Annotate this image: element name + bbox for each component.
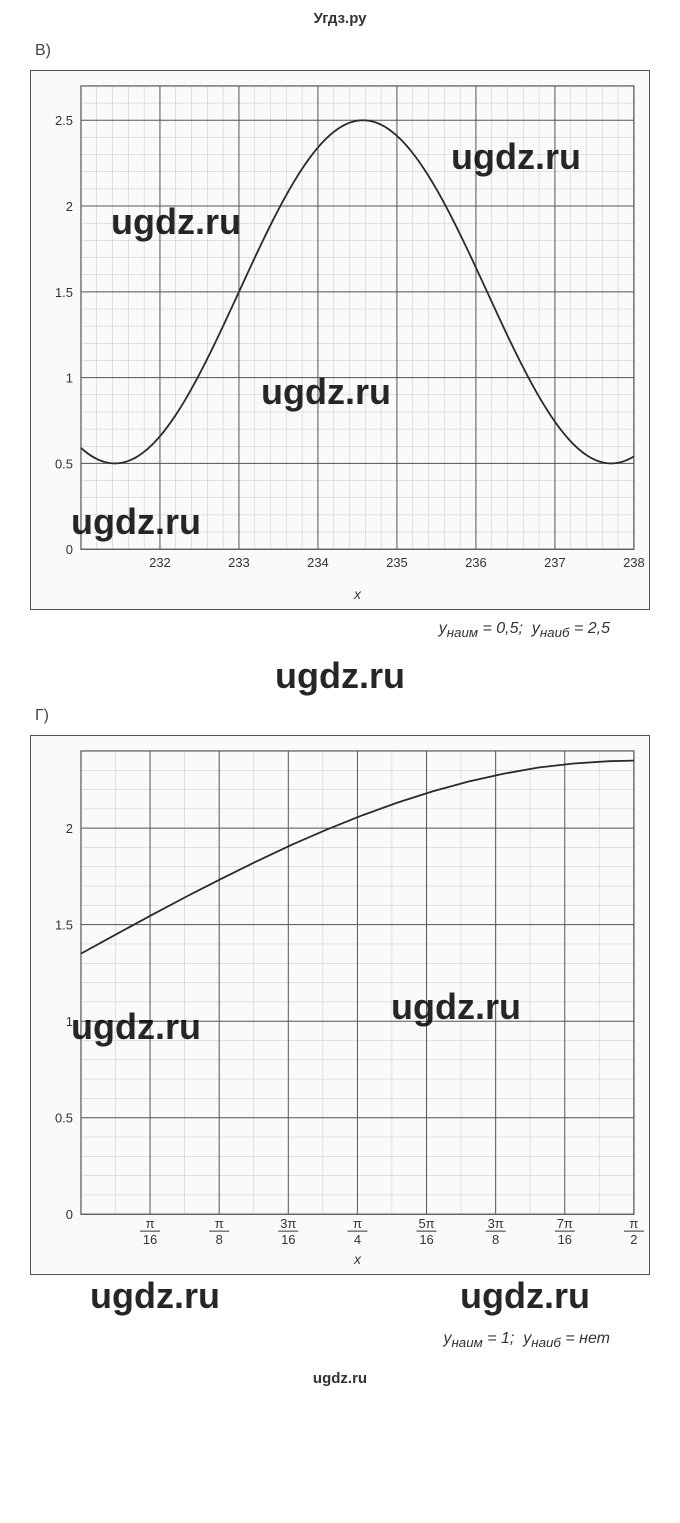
svg-text:5π: 5π — [418, 1216, 434, 1231]
section-label-g: Г) — [35, 707, 660, 725]
chart-g-svg: π16π83π16π45π163π87π16π200.511.52x — [31, 736, 649, 1274]
watermark: ugdz.ru — [90, 1275, 220, 1317]
svg-text:16: 16 — [143, 1232, 157, 1247]
answer-v-min: 0,5 — [496, 620, 518, 637]
svg-text:π: π — [629, 1216, 638, 1231]
svg-text:1.5: 1.5 — [55, 285, 73, 300]
svg-text:2: 2 — [66, 199, 73, 214]
chart-g: π16π83π16π45π163π87π16π200.511.52x ugdz.… — [30, 735, 650, 1275]
svg-text:π: π — [146, 1216, 155, 1231]
svg-text:237: 237 — [544, 555, 566, 570]
svg-text:3π: 3π — [280, 1216, 296, 1231]
page-footer: ugdz.ru — [20, 1370, 660, 1387]
answer-g-max: нет — [579, 1330, 610, 1347]
answer-v: yнаим = 0,5; yнаиб = 2,5 — [20, 620, 610, 640]
svg-text:232: 232 — [149, 555, 171, 570]
watermark: ugdz.ru — [460, 1275, 590, 1317]
svg-text:0.5: 0.5 — [55, 456, 73, 471]
svg-text:1.5: 1.5 — [55, 918, 73, 933]
svg-text:π: π — [353, 1216, 362, 1231]
svg-text:1: 1 — [66, 371, 73, 386]
svg-text:1: 1 — [66, 1014, 73, 1029]
svg-text:0: 0 — [66, 542, 73, 557]
svg-text:π: π — [215, 1216, 224, 1231]
answer-v-max: 2,5 — [588, 620, 610, 637]
svg-text:2: 2 — [66, 821, 73, 836]
svg-text:7π: 7π — [557, 1216, 573, 1231]
svg-text:233: 233 — [228, 555, 250, 570]
svg-text:16: 16 — [281, 1232, 295, 1247]
svg-text:16: 16 — [558, 1232, 572, 1247]
svg-text:2: 2 — [630, 1232, 637, 1247]
svg-text:8: 8 — [492, 1232, 499, 1247]
svg-text:x: x — [353, 1251, 362, 1267]
svg-text:236: 236 — [465, 555, 487, 570]
svg-text:235: 235 — [386, 555, 408, 570]
svg-text:0: 0 — [66, 1207, 73, 1222]
svg-text:4: 4 — [354, 1232, 361, 1247]
watermark-center: ugdz.ru — [20, 655, 660, 697]
chart-v-svg: 232 233 234 235 236 237 238 0 0.5 1 1.5 2 2.5 x — [31, 71, 649, 609]
chart-v: 23223323423523623723800.511.522.5x ugdz.… — [30, 70, 650, 610]
svg-text:8: 8 — [216, 1232, 223, 1247]
svg-text:238: 238 — [623, 555, 645, 570]
answer-g: yнаим = 1; yнаиб = нет — [20, 1330, 610, 1350]
svg-text:2.5: 2.5 — [55, 113, 73, 128]
svg-text:x: x — [353, 586, 362, 602]
svg-text:0.5: 0.5 — [55, 1111, 73, 1126]
page-header: Угдз.ру — [20, 10, 660, 27]
svg-text:234: 234 — [307, 555, 329, 570]
section-label-v: В) — [35, 42, 660, 60]
svg-text:3π: 3π — [488, 1216, 504, 1231]
svg-text:16: 16 — [419, 1232, 433, 1247]
answer-g-min: 1 — [501, 1330, 510, 1347]
